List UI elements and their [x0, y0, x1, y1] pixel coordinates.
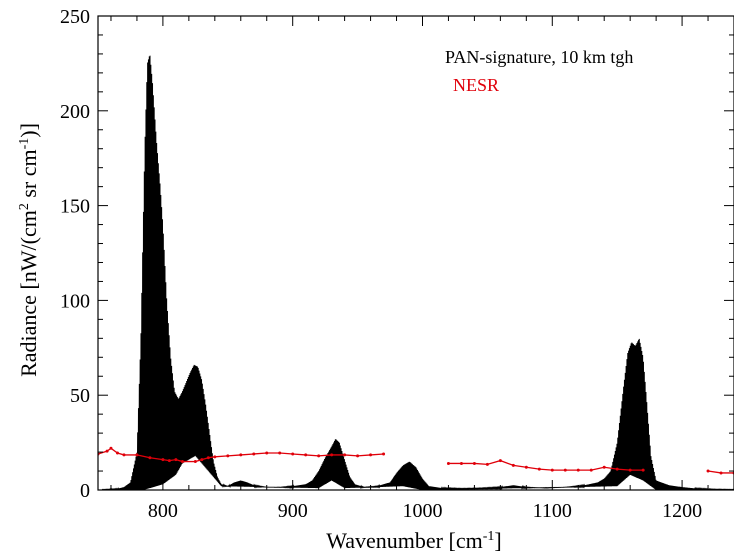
y-tick-label: 100	[60, 290, 90, 312]
nesr-point-1-0	[446, 461, 450, 465]
y-axis-title-sup1: 2	[17, 203, 32, 210]
y-tick-label: 200	[60, 101, 90, 123]
series-nesr-segment-0	[98, 447, 384, 463]
nesr-point-0-14	[213, 455, 217, 459]
nesr-point-1-15	[641, 468, 645, 472]
y-axis-title-c: )]	[16, 123, 41, 138]
nesr-point-0-8	[167, 459, 171, 463]
nesr-point-0-10	[180, 460, 184, 464]
legend: PAN-signature, 10 km tgh NESR	[445, 47, 633, 95]
nesr-point-0-24	[343, 453, 347, 457]
nesr-point-0-20	[291, 452, 295, 456]
nesr-point-1-3	[485, 462, 489, 466]
nesr-point-1-9	[563, 468, 567, 472]
nesr-point-0-16	[239, 453, 243, 457]
nesr-point-0-2	[109, 446, 113, 450]
nesr-point-0-23	[330, 453, 334, 457]
nesr-point-0-7	[161, 458, 165, 462]
y-axis-title-sup2: -1	[17, 138, 32, 150]
nesr-point-1-6	[524, 465, 528, 469]
nesr-point-1-5	[511, 463, 515, 467]
nesr-point-0-21	[304, 453, 308, 457]
plot-area	[98, 55, 734, 490]
axes: 800 900 1000 1100 1200 0 50 100 150 200 250	[60, 6, 734, 522]
nesr-point-0-13	[206, 456, 210, 460]
nesr-point-0-6	[148, 456, 152, 460]
y-tick-label: 250	[60, 6, 90, 28]
series-nesr-segment-1	[448, 459, 644, 471]
legend-label-nesr: NESR	[453, 75, 499, 95]
nesr-point-0-15	[226, 454, 230, 458]
nesr-point-0-17	[252, 452, 256, 456]
nesr-point-1-1	[459, 461, 463, 465]
nesr-point-0-9	[174, 458, 178, 462]
nesr-point-0-22	[317, 454, 321, 458]
x-tick-label: 1200	[662, 500, 702, 522]
x-axis-title-close: ]	[494, 528, 501, 553]
nesr-point-1-2	[472, 461, 476, 465]
nesr-point-0-4	[122, 453, 126, 457]
nesr-point-0-5	[135, 453, 139, 457]
nesr-point-1-8	[550, 468, 554, 472]
nesr-point-0-25	[356, 454, 360, 458]
y-tick-label: 50	[70, 385, 90, 407]
nesr-point-1-7	[537, 467, 541, 471]
nesr-point-0-3	[115, 451, 119, 455]
nesr-point-2-1	[719, 471, 723, 475]
nesr-point-0-1	[105, 449, 109, 453]
x-axis-title: Wavenumber [cm-1]	[326, 528, 501, 553]
nesr-point-1-12	[602, 465, 606, 469]
nesr-point-1-14	[628, 468, 632, 472]
x-axis-title-sup: -1	[483, 529, 495, 544]
x-tick-label: 800	[148, 500, 178, 522]
nesr-point-1-13	[615, 467, 619, 471]
plot-frame	[97, 15, 734, 491]
nesr-point-0-12	[200, 458, 204, 462]
x-tick-label: 1100	[533, 500, 572, 522]
x-tick-label: 900	[278, 500, 308, 522]
series-layer	[98, 55, 734, 490]
nesr-point-0-26	[369, 453, 373, 457]
nesr-point-1-10	[576, 468, 580, 472]
series-pan-signature-line	[101, 55, 734, 490]
y-tick-label: 0	[80, 480, 90, 502]
nesr-point-2-0	[706, 469, 710, 473]
nesr-point-0-27	[382, 452, 386, 456]
x-tick-label: 1000	[402, 500, 442, 522]
y-axis-title-a: Radiance [nW/(cm	[16, 210, 41, 377]
nesr-point-1-4	[498, 459, 502, 463]
legend-label-pan: PAN-signature, 10 km tgh	[445, 47, 633, 67]
y-axis-title-b: sr cm	[16, 149, 41, 203]
y-axis-title: Radiance [nW/(cm2 sr cm-1)]	[16, 123, 41, 377]
y-tick-label: 150	[60, 196, 90, 218]
nesr-point-1-11	[589, 468, 593, 472]
x-axis-title-main: Wavenumber [cm	[326, 528, 482, 553]
nesr-point-0-18	[265, 451, 269, 455]
nesr-point-0-19	[278, 451, 282, 455]
nesr-point-0-11	[193, 460, 197, 464]
